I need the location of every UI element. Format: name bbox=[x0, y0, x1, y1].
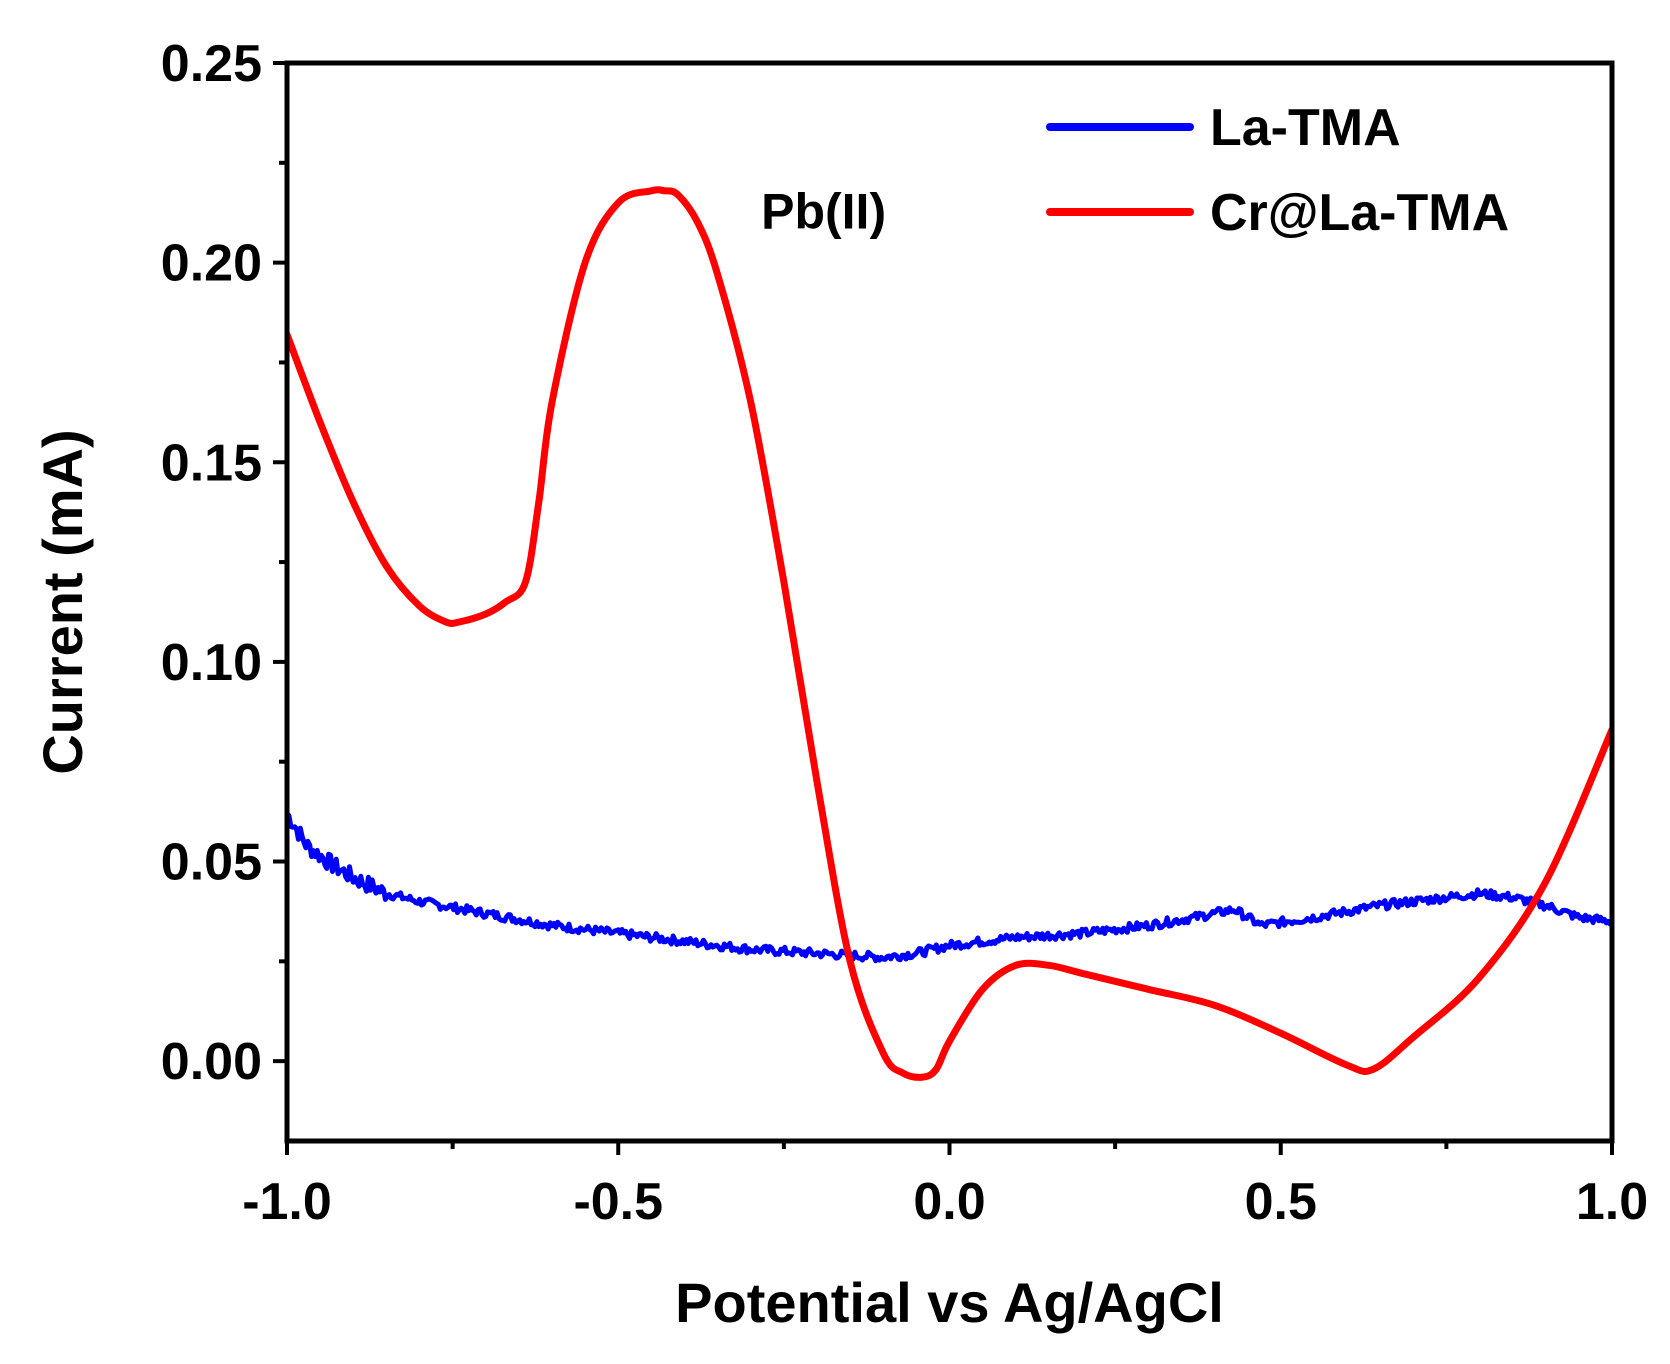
legend-label-cr-la-tma: Cr@La-TMA bbox=[1210, 184, 1509, 242]
series-line-cr-la-tma bbox=[287, 186, 1612, 1081]
y-axis-title: Current (mA) bbox=[31, 429, 94, 774]
y-tick-label: 0.15 bbox=[161, 434, 262, 492]
legend: La-TMA Cr@La-TMA bbox=[1046, 99, 1509, 242]
y-tick-label: 0.20 bbox=[161, 235, 262, 293]
x-tick-label: -0.5 bbox=[573, 1173, 663, 1231]
x-tick-label: -1.0 bbox=[242, 1173, 332, 1231]
legend-label-la-tma: La-TMA bbox=[1210, 99, 1401, 157]
x-axis-title: Potential vs Ag/AgCl bbox=[675, 1271, 1224, 1334]
x-tick-label: 0.5 bbox=[1245, 1173, 1317, 1231]
y-tick-label: 0.10 bbox=[161, 634, 262, 692]
y-tick-label: 0.05 bbox=[161, 834, 262, 892]
plot-area: -1.0 -0.5 0.0 0.5 1.0 0.00 0.05 0.10 0.15 0.20 0.2… bbox=[161, 35, 1648, 1231]
y-tick-label: 0.00 bbox=[161, 1033, 262, 1091]
series-layer bbox=[287, 186, 1612, 1081]
y-tick-label: 0.25 bbox=[161, 35, 262, 93]
x-tick-label: 0.0 bbox=[913, 1173, 985, 1231]
peak-annotation: Pb(II) bbox=[761, 184, 886, 240]
series-line-la-tma bbox=[287, 811, 1612, 964]
tick-layer: -1.0 -0.5 0.0 0.5 1.0 0.00 0.05 0.10 0.15 0.20 0.2… bbox=[161, 35, 1648, 1231]
x-tick-label: 1.0 bbox=[1576, 1173, 1648, 1231]
